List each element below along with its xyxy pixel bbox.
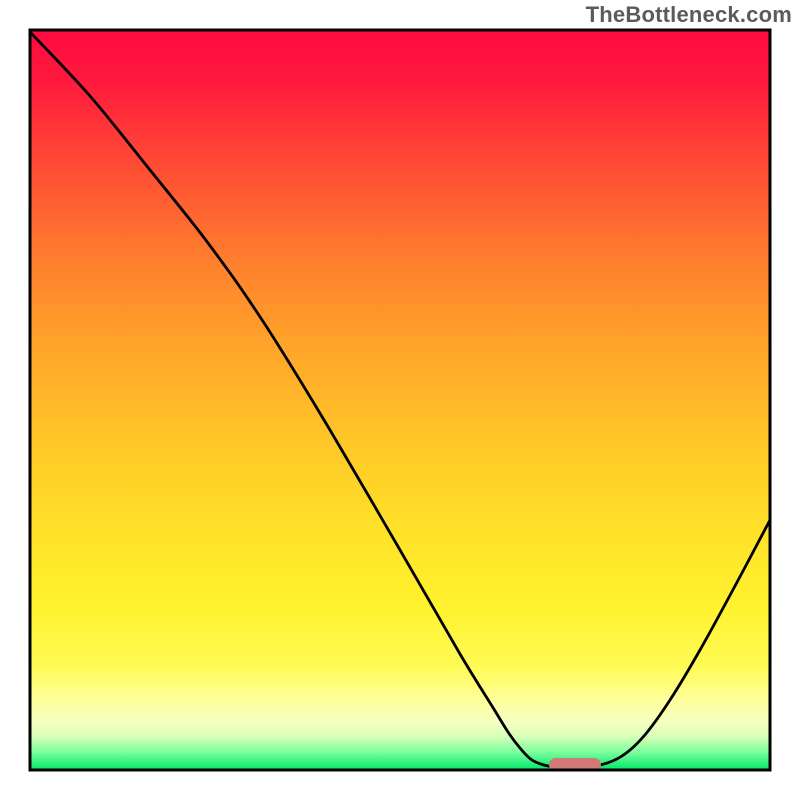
plot-background <box>30 30 770 770</box>
watermark-text: TheBottleneck.com <box>586 2 792 28</box>
bottleneck-chart <box>0 0 800 800</box>
